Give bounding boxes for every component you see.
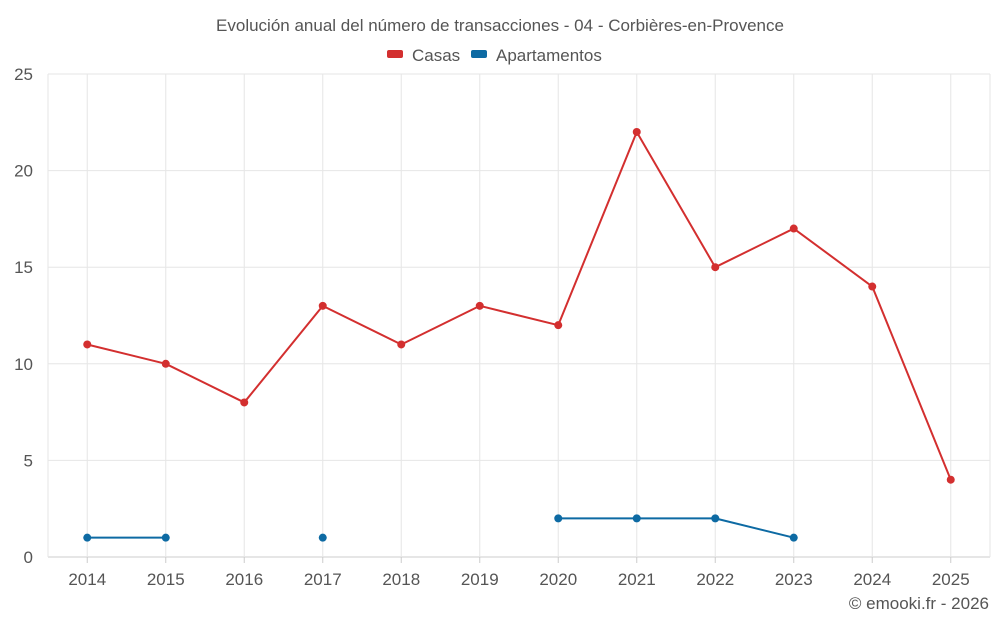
x-tick-label: 2025: [932, 570, 970, 589]
y-tick-label: 0: [24, 548, 33, 567]
data-point-apartamentos[interactable]: [711, 514, 720, 523]
data-point-apartamentos[interactable]: [83, 533, 92, 542]
data-point-casas[interactable]: [318, 301, 327, 310]
y-tick-label: 15: [14, 258, 33, 277]
y-tick-label: 25: [14, 65, 33, 84]
x-tick-label: 2021: [618, 570, 656, 589]
data-point-casas[interactable]: [632, 127, 641, 136]
y-tick-label: 20: [14, 162, 33, 181]
credit-text: © emooki.fr - 2026: [849, 594, 989, 613]
data-point-casas[interactable]: [161, 359, 170, 368]
x-tick-label: 2018: [382, 570, 420, 589]
data-point-casas[interactable]: [868, 282, 877, 291]
series-line-apartamentos: [558, 517, 794, 539]
x-tick-label: 2020: [539, 570, 577, 589]
legend: Casas Apartamentos: [387, 46, 602, 65]
x-tick-label: 2015: [147, 570, 185, 589]
legend-label-apartamentos[interactable]: Apartamentos: [496, 46, 602, 65]
data-point-casas[interactable]: [946, 475, 955, 484]
data-point-casas[interactable]: [711, 263, 720, 272]
x-tick-label: 2014: [68, 570, 106, 589]
data-point-apartamentos[interactable]: [161, 533, 170, 542]
x-tick-label: 2022: [696, 570, 734, 589]
y-tick-label: 10: [14, 355, 33, 374]
legend-swatch-casas: [387, 50, 403, 58]
data-point-casas[interactable]: [240, 398, 249, 407]
data-point-apartamentos[interactable]: [554, 514, 563, 523]
data-point-casas[interactable]: [83, 340, 92, 349]
legend-swatch-apartamentos: [471, 50, 487, 58]
y-axis-ticks: 0 5 10 15 20 25: [14, 65, 33, 567]
data-point-apartamentos[interactable]: [789, 533, 798, 542]
data-point-casas[interactable]: [397, 340, 406, 349]
data-point-apartamentos[interactable]: [318, 533, 327, 542]
series-layer: [83, 127, 955, 542]
legend-label-casas[interactable]: Casas: [412, 46, 460, 65]
grid: [47, 73, 991, 563]
x-tick-label: 2017: [304, 570, 342, 589]
x-tick-label: 2024: [853, 570, 891, 589]
x-axis-ticks: 2014 2015 2016 2017 2018 2019 2020 2021 2022 2023…: [68, 570, 969, 589]
data-point-casas[interactable]: [789, 224, 798, 233]
x-tick-label: 2023: [775, 570, 813, 589]
y-tick-label: 5: [24, 451, 33, 470]
data-point-casas[interactable]: [554, 321, 563, 330]
x-tick-label: 2019: [461, 570, 499, 589]
data-point-apartamentos[interactable]: [632, 514, 641, 523]
chart-title: Evolución anual del número de transaccio…: [216, 16, 784, 35]
data-point-casas[interactable]: [475, 301, 484, 310]
series-line-casas: [87, 130, 952, 481]
x-tick-label: 2016: [225, 570, 263, 589]
